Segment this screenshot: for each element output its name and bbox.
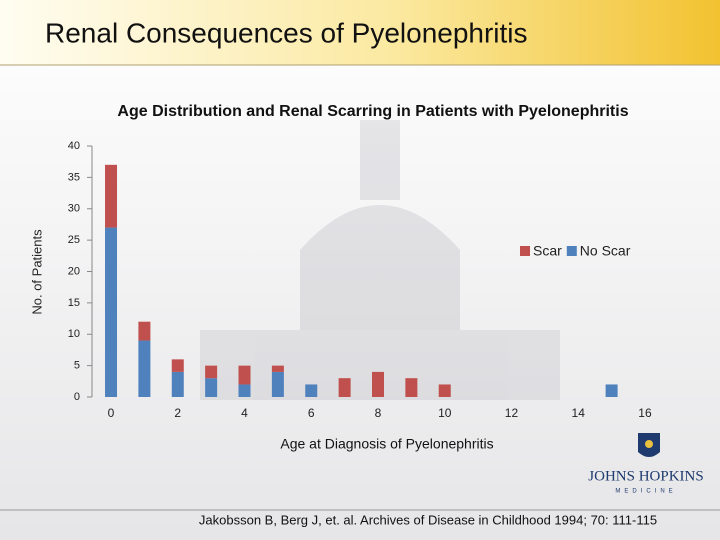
legend-label: No Scar bbox=[580, 243, 631, 259]
y-tick-label: 35 bbox=[68, 171, 80, 183]
slide-title: Renal Consequences of Pyelonephritis bbox=[45, 17, 528, 48]
x-tick-label: 10 bbox=[438, 406, 452, 420]
y-tick-label: 15 bbox=[68, 297, 80, 309]
y-tick-label: 5 bbox=[74, 360, 80, 372]
bar-segment bbox=[105, 164, 118, 228]
x-tick-label: 4 bbox=[241, 406, 248, 420]
y-tick-label: 20 bbox=[68, 265, 80, 277]
x-tick-label: 8 bbox=[375, 406, 382, 420]
bar-segment bbox=[271, 371, 284, 397]
bar-segment bbox=[238, 384, 251, 397]
bar-segment bbox=[438, 384, 451, 397]
y-tick-label: 30 bbox=[68, 203, 80, 215]
building-silhouette bbox=[200, 120, 560, 400]
y-tick-label: 0 bbox=[74, 391, 80, 403]
logo-name: JOHNS HOPKINS bbox=[588, 468, 703, 484]
bar-segment bbox=[271, 365, 284, 372]
bar-segment bbox=[605, 384, 618, 397]
bar-segment bbox=[138, 321, 151, 341]
x-tick-label: 12 bbox=[505, 406, 519, 420]
bar-segment bbox=[305, 384, 318, 397]
x-axis-label: Age at Diagnosis of Pyelonephritis bbox=[280, 436, 493, 452]
logo-emblem bbox=[645, 440, 653, 448]
legend-swatch bbox=[520, 246, 530, 256]
logo-sub: MEDICINE bbox=[615, 489, 676, 495]
header-band bbox=[0, 0, 720, 65]
x-tick-label: 6 bbox=[308, 406, 315, 420]
y-tick-label: 40 bbox=[68, 140, 80, 152]
y-tick-label: 25 bbox=[68, 234, 80, 246]
y-tick-label: 10 bbox=[68, 328, 80, 340]
bar-segment bbox=[205, 378, 218, 397]
bar-segment bbox=[338, 378, 351, 397]
chart-title: Age Distribution and Renal Scarring in P… bbox=[117, 103, 628, 120]
legend-label: Scar bbox=[533, 243, 562, 259]
y-axis-label: No. of Patients bbox=[29, 229, 44, 315]
citation: Jakobsson B, Berg J, et. al. Archives of… bbox=[199, 512, 657, 527]
bar-segment bbox=[171, 359, 184, 372]
legend-swatch bbox=[566, 246, 577, 256]
x-tick-label: 14 bbox=[572, 406, 586, 420]
bar-segment bbox=[238, 365, 251, 385]
bar-segment bbox=[405, 378, 418, 397]
bar-segment bbox=[171, 371, 184, 397]
bar-segment bbox=[205, 365, 218, 379]
x-tick-label: 0 bbox=[108, 406, 115, 420]
bar-segment bbox=[138, 340, 151, 397]
bar-segment bbox=[105, 227, 118, 397]
bar-segment bbox=[371, 371, 384, 397]
x-tick-label: 16 bbox=[638, 406, 652, 420]
x-tick-label: 2 bbox=[174, 406, 181, 420]
